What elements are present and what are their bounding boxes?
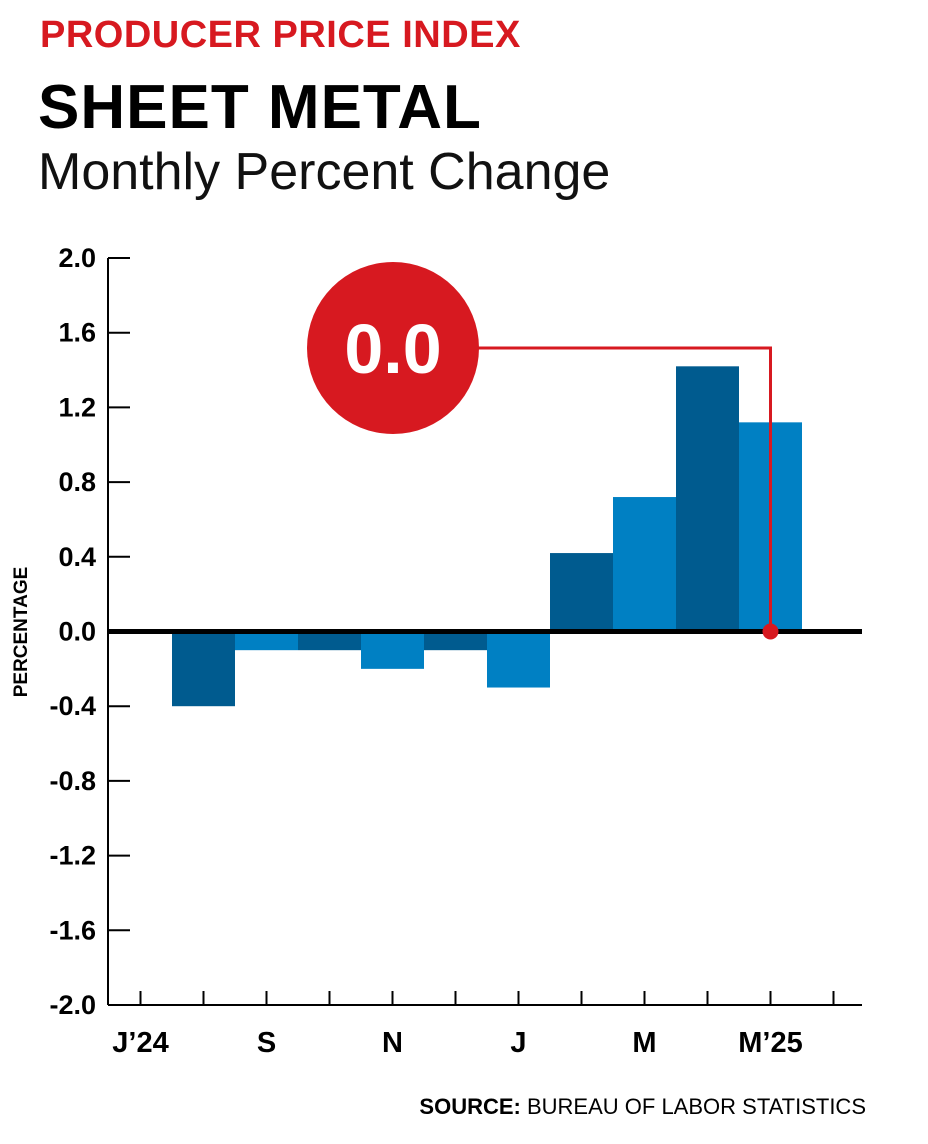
bar bbox=[235, 631, 298, 651]
y-tick-label: -1.2 bbox=[49, 841, 96, 871]
chart-title: SHEET METAL bbox=[38, 73, 482, 142]
x-tick-label: J’24 bbox=[112, 1027, 168, 1059]
callout-value-label: 0.0 bbox=[344, 310, 441, 388]
bar bbox=[550, 553, 613, 632]
chart-subtitle: Monthly Percent Change bbox=[38, 143, 611, 201]
y-tick-label: 0.8 bbox=[58, 467, 96, 497]
bar bbox=[613, 497, 676, 632]
y-tick-label: 2.0 bbox=[58, 243, 96, 273]
y-tick-label: 0.0 bbox=[58, 617, 96, 647]
callout-dot bbox=[762, 623, 779, 640]
x-tick-label: J bbox=[510, 1027, 526, 1059]
bar bbox=[172, 631, 235, 707]
bar bbox=[424, 631, 487, 651]
y-tick-label: 1.6 bbox=[58, 318, 96, 348]
bar bbox=[361, 631, 424, 669]
x-tick-label: N bbox=[382, 1027, 403, 1059]
callout-leader-line bbox=[460, 346, 772, 632]
y-tick-label: -2.0 bbox=[49, 990, 96, 1020]
source-prefix: SOURCE: bbox=[419, 1094, 521, 1119]
source-note: SOURCE: BUREAU OF LABOR STATISTICS bbox=[419, 1094, 866, 1120]
callout-circle bbox=[307, 262, 479, 434]
supertitle: PRODUCER PRICE INDEX bbox=[40, 14, 521, 56]
y-tick-label: 0.4 bbox=[58, 542, 96, 572]
y-tick-label: -1.6 bbox=[49, 915, 96, 945]
y-axis-label: PERCENTAGE bbox=[11, 567, 32, 698]
source-text: BUREAU OF LABOR STATISTICS bbox=[526, 1094, 866, 1119]
x-tick-label: M’25 bbox=[738, 1027, 802, 1059]
x-tick-label: M bbox=[632, 1027, 656, 1059]
bar bbox=[676, 366, 739, 632]
y-tick-label: 1.2 bbox=[58, 392, 96, 422]
y-tick-label: -0.4 bbox=[49, 691, 96, 721]
x-tick-label: S bbox=[257, 1027, 276, 1059]
bar bbox=[298, 631, 361, 651]
bar bbox=[487, 631, 550, 688]
y-tick-label: -0.8 bbox=[49, 766, 96, 796]
